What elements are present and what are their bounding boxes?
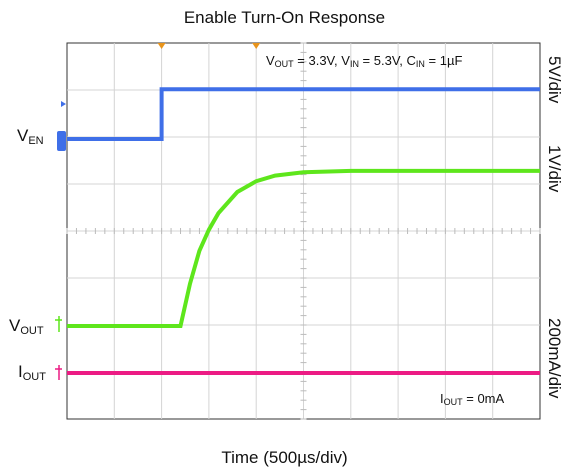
x-axis-label: Time (500µs/div) xyxy=(221,448,348,467)
conditions-annotation: VOUT = 3.3V, VIN = 5.3V, CIN = 1µF xyxy=(266,53,463,69)
trigger-level-marker xyxy=(61,101,66,107)
trigger-position-marker xyxy=(157,43,166,49)
ven-label: VEN xyxy=(17,126,44,147)
ven-ground-marker xyxy=(57,131,66,151)
traces xyxy=(67,87,540,375)
grid xyxy=(66,42,541,420)
ven-trace xyxy=(67,87,540,141)
ven-scale-label: 5V/div xyxy=(545,56,564,104)
chart-title: Enable Turn-On Response xyxy=(183,8,386,27)
vout-trace xyxy=(67,168,540,328)
vout-scale-label: 1V/div xyxy=(545,145,564,193)
vout-ground-marker xyxy=(55,316,62,332)
channel-markers xyxy=(55,43,261,380)
iout-annotation: IOUT = 0mA xyxy=(440,391,505,407)
iout-scale-label: 200mA/div xyxy=(545,318,564,399)
iout-ground-marker xyxy=(55,365,62,380)
iout-label: IOUT xyxy=(18,362,46,383)
trigger-position-marker xyxy=(252,43,261,49)
vout-label: VOUT xyxy=(9,316,44,337)
